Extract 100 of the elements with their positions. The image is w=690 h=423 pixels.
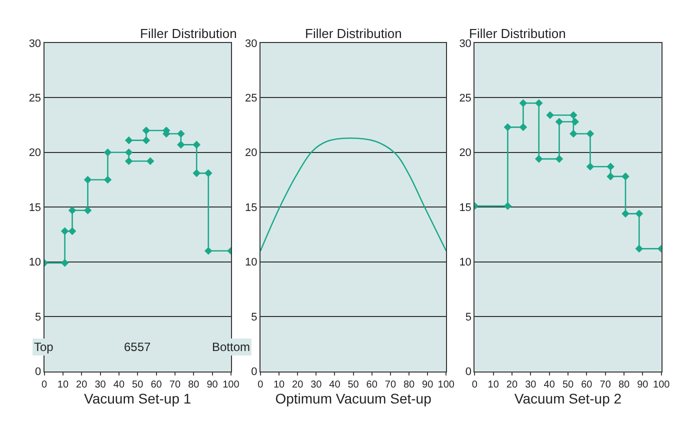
annotation: Bottom: [212, 340, 250, 354]
x-tick-label: 90: [422, 379, 434, 390]
y-tick-label: 30: [244, 38, 258, 50]
x-tick-label: 30: [94, 379, 106, 390]
y-tick-label: 20: [28, 147, 42, 160]
point: [606, 162, 614, 170]
y-tick-label: 25: [28, 92, 42, 104]
x-axis-title: Optimum Vacuum Set-up: [275, 390, 432, 407]
x-tick-label: 90: [206, 379, 218, 390]
x-tick-label: 60: [366, 379, 378, 390]
point: [192, 169, 201, 178]
y-tick-label: 5: [34, 311, 42, 324]
point: [570, 111, 578, 120]
y-tick-label: 0: [34, 366, 42, 378]
point: [534, 99, 543, 108]
x-tick-label: 60: [581, 379, 593, 390]
x-tick-label: 20: [292, 379, 304, 390]
point: [142, 136, 150, 144]
y-tick-label: 10: [244, 256, 258, 269]
x-axis-title: Vacuum Set-up 1: [84, 390, 192, 407]
annotation: 6557: [124, 340, 152, 354]
y-tick-label: 30: [28, 38, 42, 50]
point: [124, 136, 133, 144]
point: [555, 155, 564, 163]
x-tick-label: 20: [76, 379, 88, 390]
y-tick-label: 20: [244, 147, 258, 160]
point: [570, 130, 578, 138]
point: [546, 111, 554, 120]
point: [606, 172, 614, 180]
y-tick-label: 10: [459, 256, 472, 269]
x-tick-label: 40: [544, 379, 556, 390]
x-tick-label: 50: [132, 379, 144, 390]
point: [124, 157, 133, 166]
x-tick-label: 10: [488, 379, 500, 390]
y-tick-label: 0: [465, 366, 472, 378]
point: [622, 172, 630, 180]
point: [204, 246, 212, 255]
point: [504, 202, 512, 210]
x-tick-label: 100: [222, 379, 240, 390]
point: [60, 227, 69, 236]
x-tick-label: 70: [600, 379, 612, 390]
x-tick-label: 80: [188, 379, 200, 390]
chart-title: Filler Distribution: [140, 26, 237, 41]
point: [622, 210, 630, 218]
point: [177, 130, 185, 138]
x-tick-label: 30: [525, 379, 537, 390]
x-tick-label: 80: [403, 379, 416, 390]
x-tick-label: 10: [57, 379, 69, 390]
point: [124, 148, 133, 156]
line-series: [260, 137, 446, 252]
point: [204, 169, 212, 178]
x-tick-label: 70: [384, 379, 396, 390]
y-tick-label: 25: [459, 92, 472, 104]
point: [571, 118, 579, 126]
point: [586, 130, 594, 138]
x-tick-label: 100: [438, 379, 455, 390]
x-tick-label: 40: [329, 379, 341, 390]
y-tick-label: 5: [251, 311, 258, 324]
point: [519, 123, 528, 132]
point: [84, 206, 92, 214]
point: [104, 148, 112, 156]
point: [504, 123, 512, 132]
point: [192, 140, 201, 149]
point: [84, 176, 92, 184]
y-tick-label: 10: [28, 256, 42, 269]
point: [635, 244, 644, 253]
point: [177, 140, 185, 149]
y-tick-label: 25: [244, 92, 258, 104]
point: [519, 99, 528, 108]
point: [146, 157, 154, 166]
point: [635, 210, 644, 218]
y-tick-label: 0: [251, 366, 258, 378]
x-tick-label: 20: [506, 379, 518, 390]
chart-title: Filler Distribution: [469, 26, 566, 41]
point: [534, 155, 543, 163]
point: [142, 126, 150, 134]
point: [555, 118, 564, 126]
point: [60, 259, 69, 267]
x-tick-label: 10: [273, 379, 286, 390]
y-tick-label: 30: [459, 38, 472, 50]
x-tick-label: 80: [618, 379, 630, 390]
x-tick-label: 50: [562, 379, 574, 390]
x-tick-label: 70: [169, 379, 181, 390]
y-tick-label: 15: [28, 202, 42, 214]
y-tick-label: 5: [465, 311, 472, 324]
point: [104, 176, 112, 184]
chart-title: Filler Distribution: [305, 26, 402, 41]
y-tick-label: 15: [244, 202, 258, 214]
y-tick-label: 20: [459, 147, 472, 160]
x-axis-title: Vacuum Set-up 2: [514, 390, 622, 407]
x-tick-label: 100: [653, 379, 670, 390]
x-tick-label: 40: [113, 379, 125, 390]
x-tick-label: 90: [637, 379, 649, 390]
point: [68, 227, 76, 236]
point: [586, 162, 594, 170]
point: [68, 206, 76, 214]
x-tick-label: 30: [310, 379, 322, 390]
x-tick-label: 50: [348, 379, 360, 390]
annotation: Top: [34, 340, 54, 354]
y-tick-label: 15: [459, 202, 472, 214]
